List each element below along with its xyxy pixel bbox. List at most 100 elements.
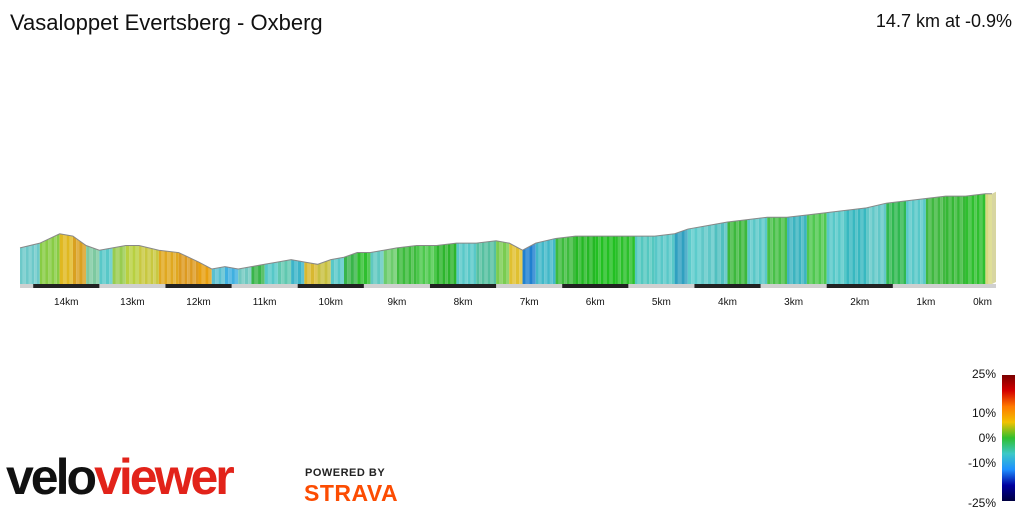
- profile-segment: [386, 249, 391, 284]
- profile-segment: [150, 248, 154, 284]
- profile-segment: [377, 250, 381, 284]
- profile-segment: [72, 236, 77, 284]
- profile-segment: [248, 266, 252, 284]
- veloviewer-logo[interactable]: veloviewer: [6, 452, 235, 502]
- profile-segment: [190, 257, 193, 284]
- x-tick-label: 10km: [319, 297, 343, 308]
- profile-segment: [583, 236, 587, 284]
- profile-segment: [76, 238, 80, 284]
- profile-segment: [789, 216, 793, 284]
- profile-segment: [428, 245, 431, 284]
- profile-segment: [411, 245, 414, 284]
- profile-segment: [775, 217, 779, 284]
- profile-segment: [198, 261, 202, 284]
- profile-segment: [487, 241, 491, 284]
- profile-segment: [92, 247, 97, 284]
- profile-segment: [792, 216, 796, 284]
- profile-segment: [470, 243, 474, 284]
- profile-segment: [408, 246, 412, 284]
- profile-segment: [852, 209, 856, 284]
- profile-segment: [135, 245, 140, 284]
- profile-segment: [589, 236, 593, 284]
- x-tick-label: 6km: [586, 297, 605, 308]
- profile-segment: [109, 247, 113, 284]
- profile-segment: [767, 217, 771, 284]
- profile-segment: [99, 249, 103, 284]
- profile-segment: [405, 246, 409, 284]
- legend-label: 0%: [978, 431, 996, 445]
- profile-segment: [66, 234, 70, 284]
- profile-segment: [56, 233, 60, 284]
- profile-segment: [287, 259, 292, 284]
- profile-segment: [367, 252, 371, 284]
- x-tick-label: 7km: [520, 297, 539, 308]
- profile-segment: [393, 247, 397, 284]
- profile-segment: [208, 267, 212, 284]
- profile-segment: [897, 201, 901, 284]
- profile-segment: [383, 249, 387, 284]
- profile-segment: [815, 213, 819, 284]
- profile-segment: [643, 236, 647, 284]
- profile-segment: [496, 240, 500, 284]
- profile-segment: [425, 245, 429, 284]
- profile-segment: [192, 259, 196, 284]
- profile-segment: [144, 246, 148, 284]
- profile-segment: [758, 217, 762, 284]
- page-title: Vasaloppet Evertsberg - Oxberg: [10, 10, 323, 35]
- profile-segment: [957, 196, 960, 284]
- profile-segment: [370, 251, 374, 284]
- profile-segment: [119, 246, 123, 284]
- profile-segment: [609, 236, 613, 284]
- profile-segment: [380, 250, 384, 284]
- profile-segment: [720, 222, 725, 284]
- profile-segment: [626, 236, 630, 284]
- profile-segment: [948, 196, 952, 284]
- profile-segment: [632, 236, 635, 284]
- elevation-profile-chart: 14km 13km 12km 11km 10km 9km 8km 7km 6km 5km 4km 3k…: [19, 191, 996, 308]
- profile-segment: [31, 244, 35, 284]
- profile-segment: [710, 224, 715, 284]
- profile-segment: [681, 230, 685, 284]
- profile-segment: [795, 215, 799, 284]
- profile-segment: [310, 263, 315, 284]
- profile-segment: [445, 244, 448, 284]
- profile-segment: [818, 213, 822, 284]
- profile-segment: [985, 193, 989, 284]
- profile-segment: [744, 219, 748, 284]
- profile-segment: [541, 241, 545, 284]
- profile-segment: [826, 212, 830, 284]
- profile-segment: [552, 238, 556, 284]
- profile-segment: [832, 211, 836, 284]
- profile-segment: [801, 215, 805, 284]
- profile-segment: [509, 243, 513, 284]
- profile-segment: [156, 249, 159, 284]
- profile-segment: [555, 238, 559, 284]
- profile-segment: [161, 250, 165, 284]
- profile-segment: [747, 219, 751, 284]
- axis-km-band: [694, 284, 761, 288]
- profile-segment: [340, 257, 344, 284]
- profile-segment: [158, 250, 162, 284]
- profile-segment: [396, 247, 400, 284]
- profile-segment: [900, 201, 904, 284]
- profile-segment: [218, 267, 222, 284]
- profile-segment: [677, 231, 682, 284]
- profile-segment: [787, 216, 790, 284]
- profile-segment: [549, 239, 553, 284]
- x-tick-label: 2km: [850, 297, 869, 308]
- profile-segment: [430, 245, 434, 284]
- profile-segment: [781, 217, 785, 284]
- axis-baseline: [20, 284, 996, 288]
- profile-segment: [857, 208, 861, 284]
- profile-segment: [691, 227, 695, 284]
- profile-segment: [891, 202, 895, 284]
- profile-segment: [697, 226, 702, 284]
- profile-segment: [971, 195, 975, 284]
- profile-segment: [181, 253, 185, 284]
- profile-segment: [925, 198, 929, 284]
- profile-segment: [102, 249, 106, 284]
- profile-segment: [923, 198, 926, 284]
- profile-segment: [598, 236, 601, 284]
- axis-km-band: [33, 284, 100, 288]
- strava-logo[interactable]: STRAVA: [304, 480, 399, 506]
